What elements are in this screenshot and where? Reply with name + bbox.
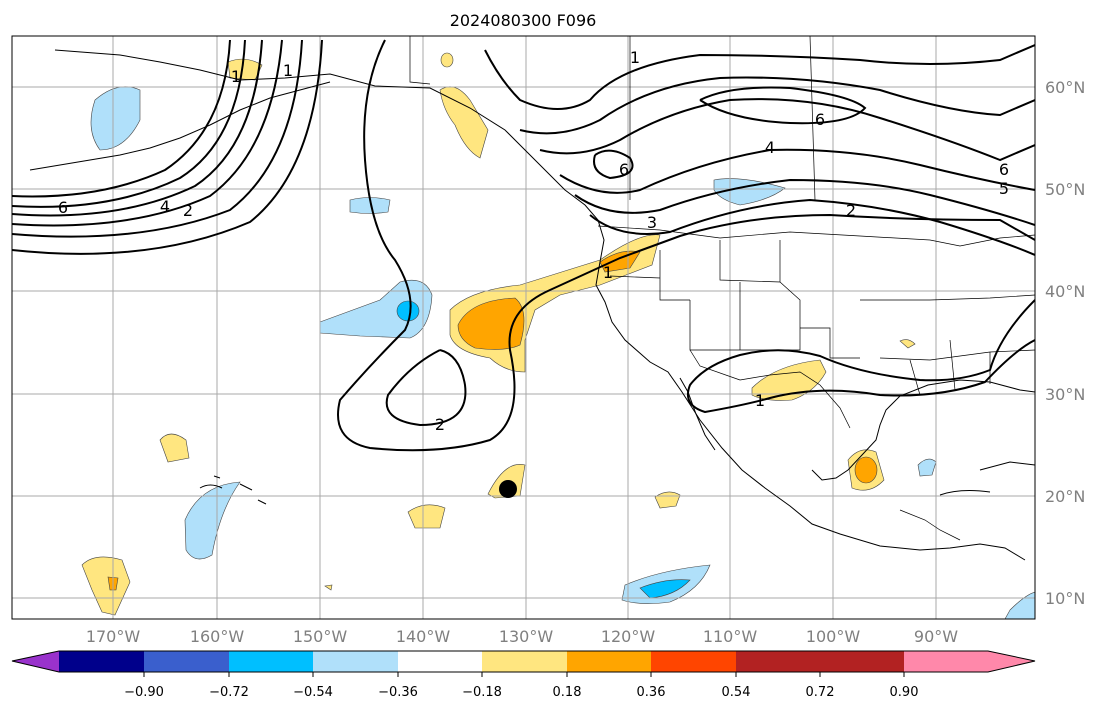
colorbar-segment bbox=[144, 651, 229, 672]
colorbar-segment bbox=[651, 651, 736, 672]
latitude-labels: 60°N 50°N 40°N 30°N 20°N 10°N bbox=[1045, 78, 1085, 608]
contour-label: 2 bbox=[435, 415, 445, 434]
positive-anomaly-region bbox=[440, 52, 454, 68]
colorbar-ticks bbox=[143, 672, 905, 677]
contour-label: 5 bbox=[999, 179, 1009, 198]
negative-anomaly-region bbox=[319, 279, 433, 339]
colorbar-segment bbox=[313, 651, 398, 672]
contour-label: 6 bbox=[815, 110, 825, 129]
negative-anomaly-region bbox=[917, 458, 937, 477]
contour-label: 1 bbox=[283, 61, 293, 80]
lon-label: 160°W bbox=[190, 627, 245, 646]
negative-anomaly-core bbox=[639, 579, 691, 599]
contour-label: 6 bbox=[999, 160, 1009, 179]
contour-label: 1 bbox=[630, 48, 640, 67]
lon-label: 110°W bbox=[703, 627, 758, 646]
lat-label: 10°N bbox=[1045, 589, 1085, 608]
lon-label: 140°W bbox=[396, 627, 451, 646]
colorbar-segment bbox=[229, 651, 313, 672]
colorbar-tick-label: 0.54 bbox=[722, 685, 751, 700]
positive-anomaly-region bbox=[324, 584, 333, 591]
positive-anomaly-core bbox=[457, 297, 525, 350]
lat-label: 30°N bbox=[1045, 385, 1085, 404]
lon-label: 150°W bbox=[293, 627, 348, 646]
negative-anomaly-core bbox=[396, 300, 420, 322]
lon-label: 100°W bbox=[806, 627, 861, 646]
map-area: 1 1 6 4 2 6 1 6 4 3 1 2 6 5 2 1 bbox=[12, 36, 1035, 619]
contour-label: 6 bbox=[619, 160, 629, 179]
colorbar-tick-label: 0.18 bbox=[553, 685, 582, 700]
positive-anomaly-core bbox=[854, 456, 878, 484]
positive-anomaly-region bbox=[439, 86, 489, 159]
contour-label: 6 bbox=[58, 198, 68, 217]
contour-label: 2 bbox=[183, 201, 193, 220]
positive-anomaly-region bbox=[81, 556, 131, 616]
negative-anomaly-region bbox=[184, 481, 241, 560]
longitude-labels: 170°W 160°W 150°W 140°W 130°W 120°W 110°… bbox=[86, 627, 958, 646]
colorbar-outline bbox=[11, 650, 1036, 673]
colorbar-tick-label: 0.72 bbox=[806, 685, 835, 700]
negative-anomaly-region bbox=[349, 197, 391, 214]
colorbar: −0.90 −0.72 −0.54 −0.36 −0.18 0.18 0.36 … bbox=[11, 650, 1036, 700]
contour-lines bbox=[12, 39, 1035, 452]
lat-label: 60°N bbox=[1045, 78, 1085, 97]
colorbar-segment bbox=[398, 651, 482, 672]
positive-anomaly-region bbox=[407, 504, 446, 529]
colorbar-segment bbox=[482, 651, 567, 672]
negative-anomaly-region bbox=[713, 178, 786, 206]
lon-label: 90°W bbox=[914, 627, 958, 646]
contour-label: 4 bbox=[765, 138, 775, 157]
lon-label: 130°W bbox=[499, 627, 554, 646]
colorbar-extend-min bbox=[12, 651, 59, 672]
lat-label: 40°N bbox=[1045, 282, 1085, 301]
colorbar-segment bbox=[59, 651, 144, 672]
colorbar-tick-label: −0.54 bbox=[293, 685, 333, 700]
political-borders bbox=[409, 36, 1035, 541]
negative-anomaly-region bbox=[1004, 591, 1035, 619]
colorbar-segment bbox=[820, 651, 904, 672]
positive-anomaly-region bbox=[899, 339, 916, 349]
point-marker bbox=[499, 480, 517, 498]
positive-anomaly-region bbox=[227, 58, 263, 81]
lon-label: 120°W bbox=[601, 627, 656, 646]
lat-label: 50°N bbox=[1045, 180, 1085, 199]
contour-label: 2 bbox=[846, 201, 856, 220]
contour-labels: 1 1 6 4 2 6 1 6 4 3 1 2 6 5 2 1 bbox=[58, 48, 1009, 434]
colorbar-tick-label: −0.36 bbox=[378, 685, 418, 700]
lon-label: 170°W bbox=[86, 627, 141, 646]
positive-anomaly-region bbox=[159, 433, 190, 463]
colorbar-extend-max-fill bbox=[904, 651, 1035, 672]
figure-title: 2024080300 F096 bbox=[450, 11, 597, 30]
contour-label: 4 bbox=[160, 197, 170, 216]
colorbar-tick-label: −0.72 bbox=[209, 685, 249, 700]
contour-label: 1 bbox=[603, 263, 613, 282]
lat-label: 20°N bbox=[1045, 487, 1085, 506]
colorbar-tick-label: 0.36 bbox=[637, 685, 666, 700]
colorbar-segment bbox=[736, 651, 820, 672]
colorbar-tick-label: 0.90 bbox=[890, 685, 919, 700]
gridlines bbox=[12, 36, 1035, 619]
colorbar-segment bbox=[567, 651, 651, 672]
coastlines bbox=[29, 49, 1035, 561]
contour-label: 1 bbox=[231, 67, 241, 86]
colorbar-tick-label: −0.90 bbox=[124, 685, 164, 700]
map-frame bbox=[11, 35, 1036, 620]
colorbar-tick-label: −0.18 bbox=[462, 685, 502, 700]
contour-label: 3 bbox=[647, 213, 657, 232]
contour-label: 1 bbox=[755, 391, 765, 410]
